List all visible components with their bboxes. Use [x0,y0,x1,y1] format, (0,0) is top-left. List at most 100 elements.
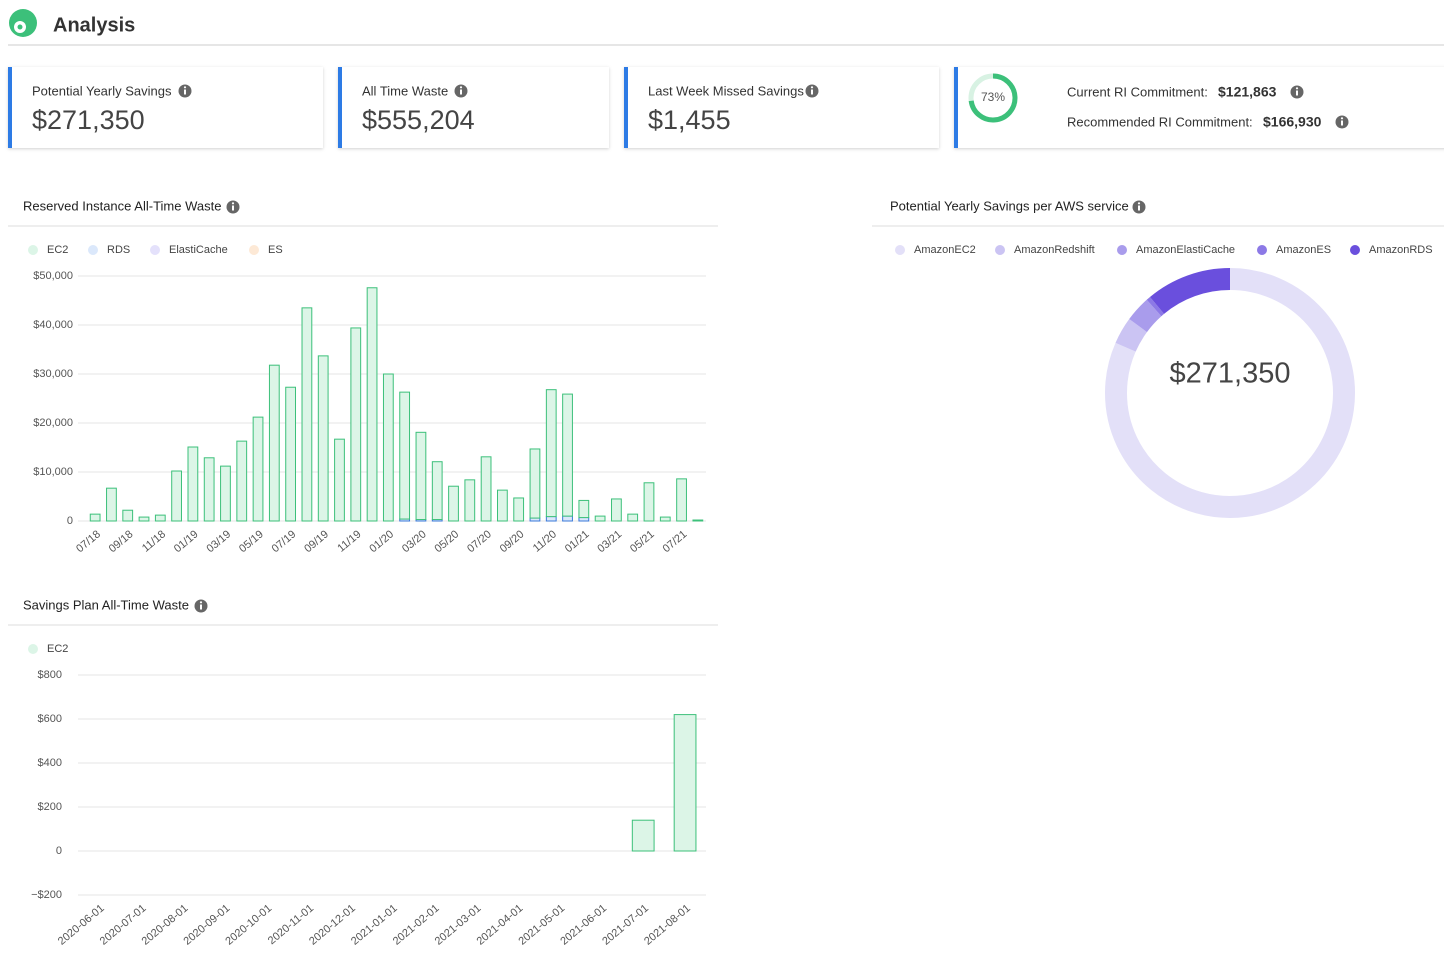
x-tick-label: 07/18 [74,528,103,555]
bar [366,287,378,522]
x-tick-label: 09/19 [302,528,331,555]
bar [578,517,590,522]
y-tick-label: $400 [38,757,62,769]
bar [594,515,606,522]
x-tick-label: 07/20 [465,528,494,555]
y-tick-label: $800 [38,669,62,681]
bar [285,386,297,522]
bar [415,431,427,521]
bar [122,509,134,522]
bar [89,513,101,522]
legend-marker [150,245,160,255]
bar [301,307,313,522]
bar [399,391,411,520]
legend-label: EC2 [47,643,68,655]
legend-marker [995,245,1005,255]
card-value: $1,455 [648,105,731,135]
bar [334,438,345,522]
bar [578,499,590,519]
donut-segment [1105,268,1355,518]
x-tick-label: 2020-10-01 [223,902,274,947]
x-tick-label: 11/20 [531,528,559,554]
bar [220,465,231,522]
legend-label: EC2 [47,244,68,256]
bar [496,489,508,522]
info-icon[interactable] [178,84,192,98]
bar [673,714,697,852]
commitment-card: Current RI Commitment: $121,863 Recommen… [954,67,1444,148]
x-tick-label: 05/19 [237,528,266,555]
bar [480,456,492,522]
bar [252,416,264,522]
gauge-arc [968,73,1018,123]
donut-segment [1129,299,1162,333]
donut-segment [1149,268,1231,315]
bar [676,478,687,522]
card-label: Potential Yearly Savings [32,83,172,98]
y-tick-label: −$200 [31,889,62,901]
bar [382,373,394,522]
bar [236,440,248,522]
bar [268,364,280,522]
y-tick-label: $10,000 [33,466,73,478]
bar [545,389,557,518]
page-title: Analysis [53,14,135,36]
bar [513,497,525,522]
x-tick-label: 09/18 [107,528,136,555]
info-icon[interactable] [1132,200,1146,214]
legend-marker [1117,245,1127,255]
gauge-label: 73% [981,90,1005,104]
x-tick-label: 01/20 [367,528,396,555]
bar [692,519,704,522]
commitment-value: $121,863 [1218,84,1277,100]
info-icon[interactable] [454,84,468,98]
x-tick-label: 03/21 [595,528,624,555]
info-icon[interactable] [194,599,208,613]
card-value: $271,350 [32,105,145,135]
bar [611,498,622,522]
bar [203,457,215,522]
legend-marker [895,245,905,255]
legend-label: AmazonES [1276,244,1331,256]
bar [643,482,655,522]
x-tick-label: 05/20 [433,528,462,555]
legend-label: ES [268,244,283,256]
bar [562,515,573,522]
legend-marker [1350,245,1360,255]
chart-title: Savings Plan All-Time Waste [23,597,189,612]
chart-title: Potential Yearly Savings per AWS service [890,198,1129,213]
commitment-value: $166,930 [1263,114,1322,130]
x-tick-label: 07/21 [661,528,690,555]
info-icon[interactable] [1335,115,1349,129]
y-tick-label: 0 [56,845,62,857]
x-tick-label: 01/19 [172,528,201,555]
info-icon[interactable] [1290,85,1304,99]
x-tick-label: 09/20 [498,528,527,555]
x-tick-label: 11/19 [335,528,363,554]
legend-label: AmazonRDS [1369,244,1433,256]
donut-segment [1146,296,1165,317]
bar [659,516,671,522]
legend-label: ElastiCache [169,244,228,256]
bar [171,470,182,522]
x-tick-label: 01/21 [563,528,592,555]
legend-label: AmazonElastiCache [1136,244,1235,256]
donut-segment [1115,319,1148,352]
y-tick-label: $600 [38,713,62,725]
info-icon[interactable] [805,84,819,98]
bar [317,355,329,522]
card-label: All Time Waste [362,83,448,98]
bar [154,514,166,522]
logo[interactable] [9,9,37,37]
legend-marker [249,245,259,255]
commitment-label: Recommended RI Commitment: [1067,114,1253,129]
commitment-label: Current RI Commitment: [1067,84,1208,99]
info-icon[interactable] [226,200,240,214]
bar [187,446,199,522]
bar [562,393,573,517]
bar [431,461,443,521]
bar [138,516,150,522]
x-tick-label: 03/20 [400,528,429,555]
